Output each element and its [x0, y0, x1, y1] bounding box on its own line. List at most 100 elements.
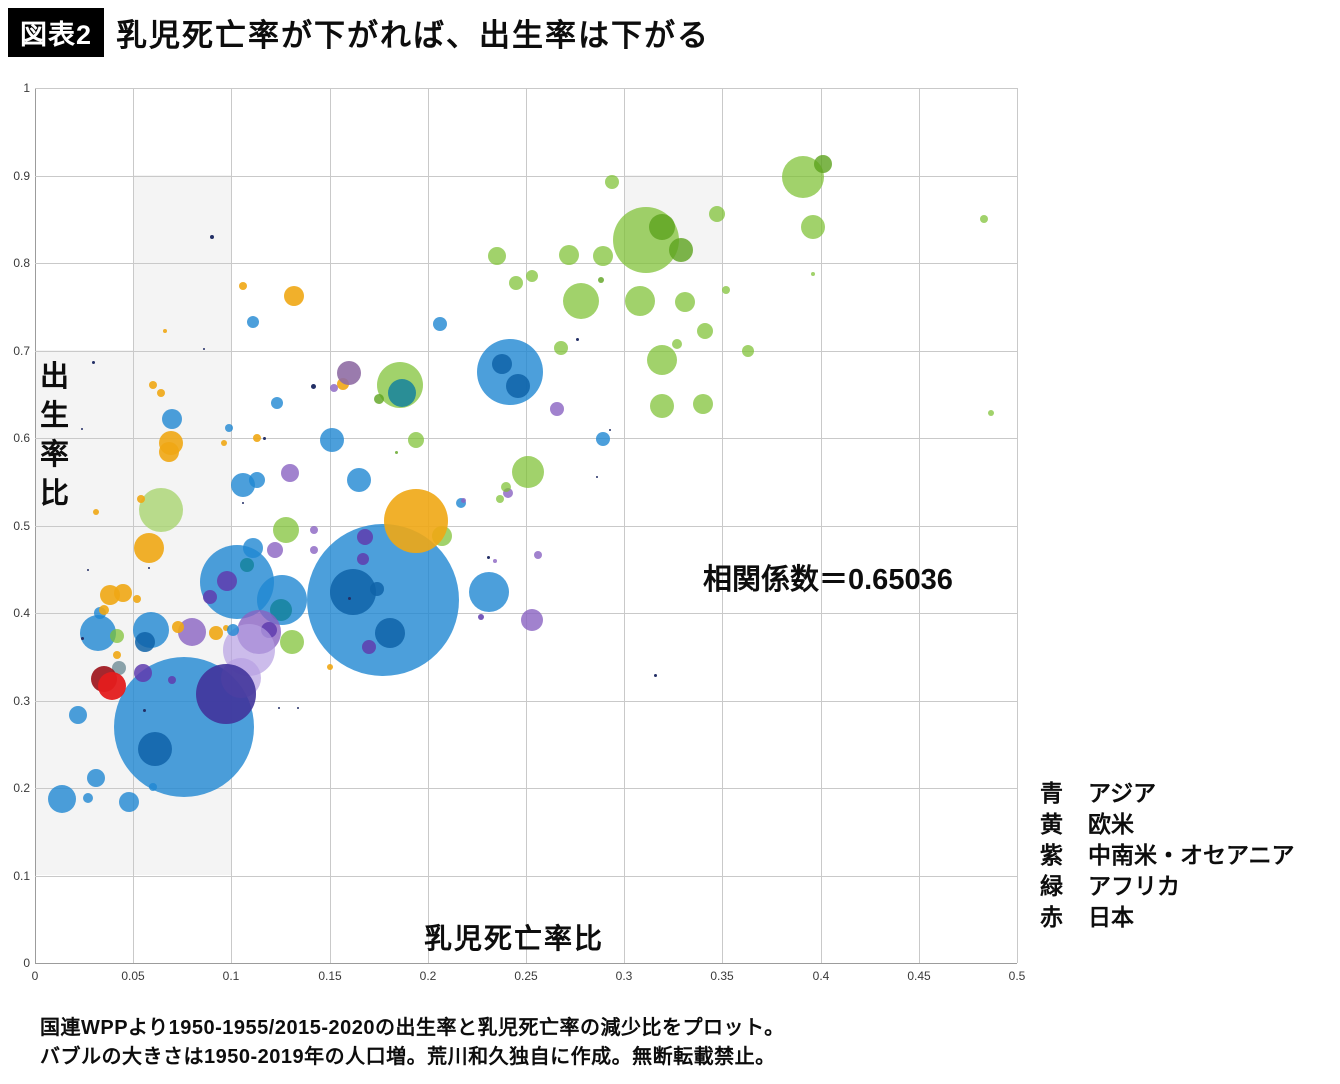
bubble: [79, 615, 116, 652]
bubble: [988, 409, 995, 416]
legend-item: 青アジア: [1040, 778, 1295, 809]
bubble: [506, 374, 531, 399]
bubble: [375, 618, 406, 649]
bubble: [741, 345, 754, 358]
source-note: 国連WPPより1950-1955/2015-2020の出生率と乳児死亡率の減少比…: [40, 1014, 785, 1072]
bubble: [277, 707, 280, 710]
legend-region-label: 欧米: [1088, 811, 1134, 837]
bubble: [468, 572, 509, 612]
bubble: [143, 708, 147, 712]
bubble: [330, 569, 377, 615]
y-tick-label: 0.3: [13, 694, 30, 708]
bubble: [119, 792, 140, 812]
bubble: [501, 482, 512, 492]
gridline-vertical: [330, 88, 331, 963]
bubble: [624, 285, 655, 316]
y-tick-label: 1: [23, 81, 30, 95]
bubble: [692, 393, 713, 414]
y-tick-label: 0.1: [13, 869, 30, 883]
bubble: [487, 556, 491, 560]
x-tick-label: 0.05: [121, 969, 145, 983]
bubble: [158, 442, 179, 462]
x-tick-label: 0.45: [907, 969, 931, 983]
bubble: [595, 431, 610, 446]
legend-region-label: アフリカ: [1088, 873, 1180, 899]
bubble: [133, 533, 164, 564]
bubble: [347, 468, 372, 492]
bubble: [648, 214, 675, 241]
y-tick-label: 0.7: [13, 344, 30, 358]
gridline-vertical: [526, 88, 527, 963]
bubble: [168, 676, 177, 685]
bubble: [597, 276, 604, 283]
x-tick-label: 0.35: [710, 969, 734, 983]
bubble: [477, 614, 484, 621]
bubble: [503, 488, 514, 499]
legend-color-label: 紫: [1040, 842, 1063, 868]
gridline-vertical: [1017, 88, 1018, 963]
bubble: [242, 501, 245, 504]
bubble: [147, 567, 150, 570]
bubble: [696, 323, 713, 340]
bubble: [134, 631, 155, 652]
bubble: [133, 595, 142, 603]
source-note-line1: 国連WPPより1950-1955/2015-2020の出生率と乳児死亡率の減少比…: [40, 1017, 785, 1039]
bubble: [562, 282, 599, 319]
figure-badge: 図表2: [8, 8, 105, 57]
bubble: [263, 437, 267, 441]
y-tick-label: 0.4: [13, 606, 30, 620]
legend-item: 紫中南米・オセアニア: [1040, 840, 1295, 871]
y-tick-label: 0: [23, 956, 30, 970]
bubble: [525, 270, 538, 283]
gridline-horizontal: [35, 88, 1017, 89]
bubble: [280, 629, 305, 654]
x-tick-label: 0.4: [812, 969, 830, 983]
bubble: [559, 245, 580, 266]
bubble: [172, 621, 185, 633]
bubble: [319, 427, 344, 452]
bubble: [329, 384, 338, 393]
gridline-horizontal: [35, 438, 1017, 439]
bubble: [356, 528, 373, 545]
bubble: [326, 664, 333, 671]
bubble: [97, 671, 126, 700]
bubble: [266, 542, 283, 558]
legend-item: 赤日本: [1040, 902, 1295, 933]
bubble: [195, 664, 256, 725]
legend-color-label: 赤: [1040, 904, 1063, 930]
bubble: [270, 397, 283, 409]
bubble: [722, 286, 731, 295]
bubble: [239, 281, 248, 290]
bubble: [675, 292, 696, 313]
legend-item: 緑アフリカ: [1040, 871, 1295, 902]
bubble: [592, 246, 613, 266]
bubble: [209, 234, 214, 239]
bubble: [134, 664, 153, 683]
bubble: [654, 673, 658, 677]
y-tick-label: 0.8: [13, 256, 30, 270]
bubble: [432, 317, 447, 332]
bubble: [669, 237, 694, 262]
bubble: [460, 497, 466, 503]
bubble: [708, 206, 725, 222]
gridline-vertical: [231, 88, 232, 963]
x-tick-label: 0.5: [1008, 969, 1026, 983]
bubble: [492, 559, 497, 564]
bubble: [605, 174, 620, 189]
bubble: [533, 551, 542, 560]
x-tick-label: 0.15: [318, 969, 342, 983]
bubble: [220, 440, 227, 447]
bubble: [243, 538, 263, 559]
bubble: [92, 361, 96, 365]
bubble: [509, 276, 524, 291]
legend-item: 黄欧米: [1040, 809, 1295, 840]
bubble: [162, 408, 183, 429]
bubble: [813, 155, 832, 174]
gridline-horizontal: [35, 876, 1017, 877]
y-tick-label: 0.2: [13, 781, 30, 795]
bubble: [113, 651, 122, 659]
bubble: [646, 345, 677, 376]
shade-cell: [133, 175, 231, 438]
bubble: [83, 792, 94, 803]
